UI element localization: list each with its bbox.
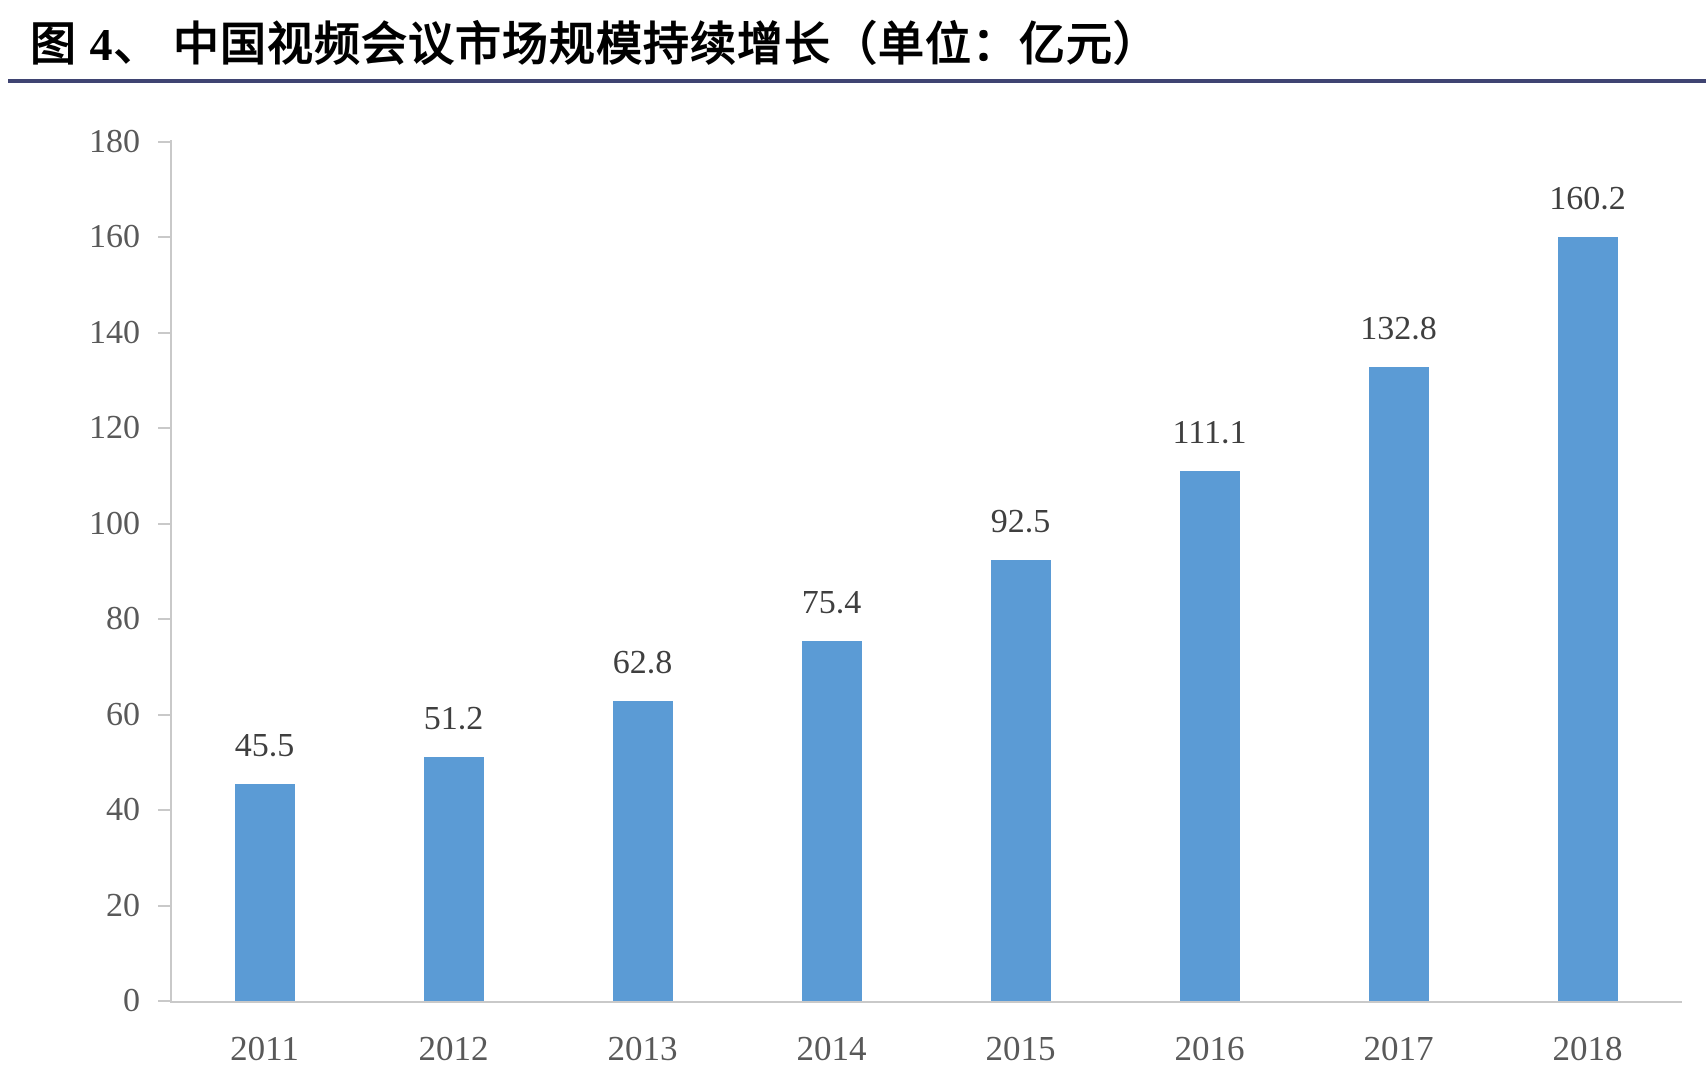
y-tick-label: 0 [123,982,140,1019]
y-tick-mark [158,904,170,907]
bar-value-label: 51.2 [423,699,484,737]
y-tick-mark [158,1000,170,1002]
x-category-label: 2014 [796,1029,867,1068]
y-tick-mark [158,141,170,144]
bar-value-label: 111.1 [1172,413,1247,451]
y-tick-mark [158,236,170,239]
x-category-label: 2016 [1174,1029,1245,1068]
y-tick-label: 60 [106,695,140,733]
x-category-label: 2018 [1552,1029,1623,1068]
bar-value-label: 92.5 [990,502,1051,540]
y-tick-mark [158,427,170,430]
y-tick-mark [158,809,170,812]
bar [612,701,673,1001]
bar [423,756,484,1001]
bar-value-label: 75.4 [801,584,862,622]
bar [1179,470,1240,1001]
bar-value-label: 62.8 [612,644,673,682]
title-underline [8,79,1706,83]
x-axis-line [170,1001,1682,1003]
y-tick-label: 80 [106,600,140,638]
y-tick-label: 180 [89,123,140,161]
bar [234,783,295,1001]
figure-title: 图 4、 中国视频会议市场规模持续增长（单位：亿元） [30,19,1160,70]
bar [1557,236,1618,1001]
bar [1368,367,1429,1001]
bar-value-label: 132.8 [1360,310,1437,348]
y-tick-mark [158,331,170,334]
x-category-label: 2012 [418,1029,489,1068]
x-category-label: 2011 [230,1029,299,1068]
x-category-label: 2015 [985,1029,1056,1068]
y-tick-label: 140 [89,313,140,351]
y-tick-label: 160 [89,218,140,256]
bar [990,559,1051,1001]
y-axis-line [170,140,172,1001]
bar-value-label: 45.5 [234,726,295,764]
bar-chart: 0 20 40 60 80 100 120 140 160 180 45.5 2011 51.2 2012… [0,90,1706,1084]
x-category-label: 2017 [1363,1029,1434,1068]
y-tick-mark [158,522,170,525]
y-tick-mark [158,713,170,716]
bar [801,641,862,1001]
x-category-label: 2013 [607,1029,678,1068]
y-tick-label: 20 [106,886,140,924]
bar-value-label: 160.2 [1549,179,1626,217]
y-tick-label: 120 [89,409,140,447]
y-tick-mark [158,618,170,621]
y-tick-label: 100 [89,504,140,542]
y-tick-label: 40 [106,791,140,829]
